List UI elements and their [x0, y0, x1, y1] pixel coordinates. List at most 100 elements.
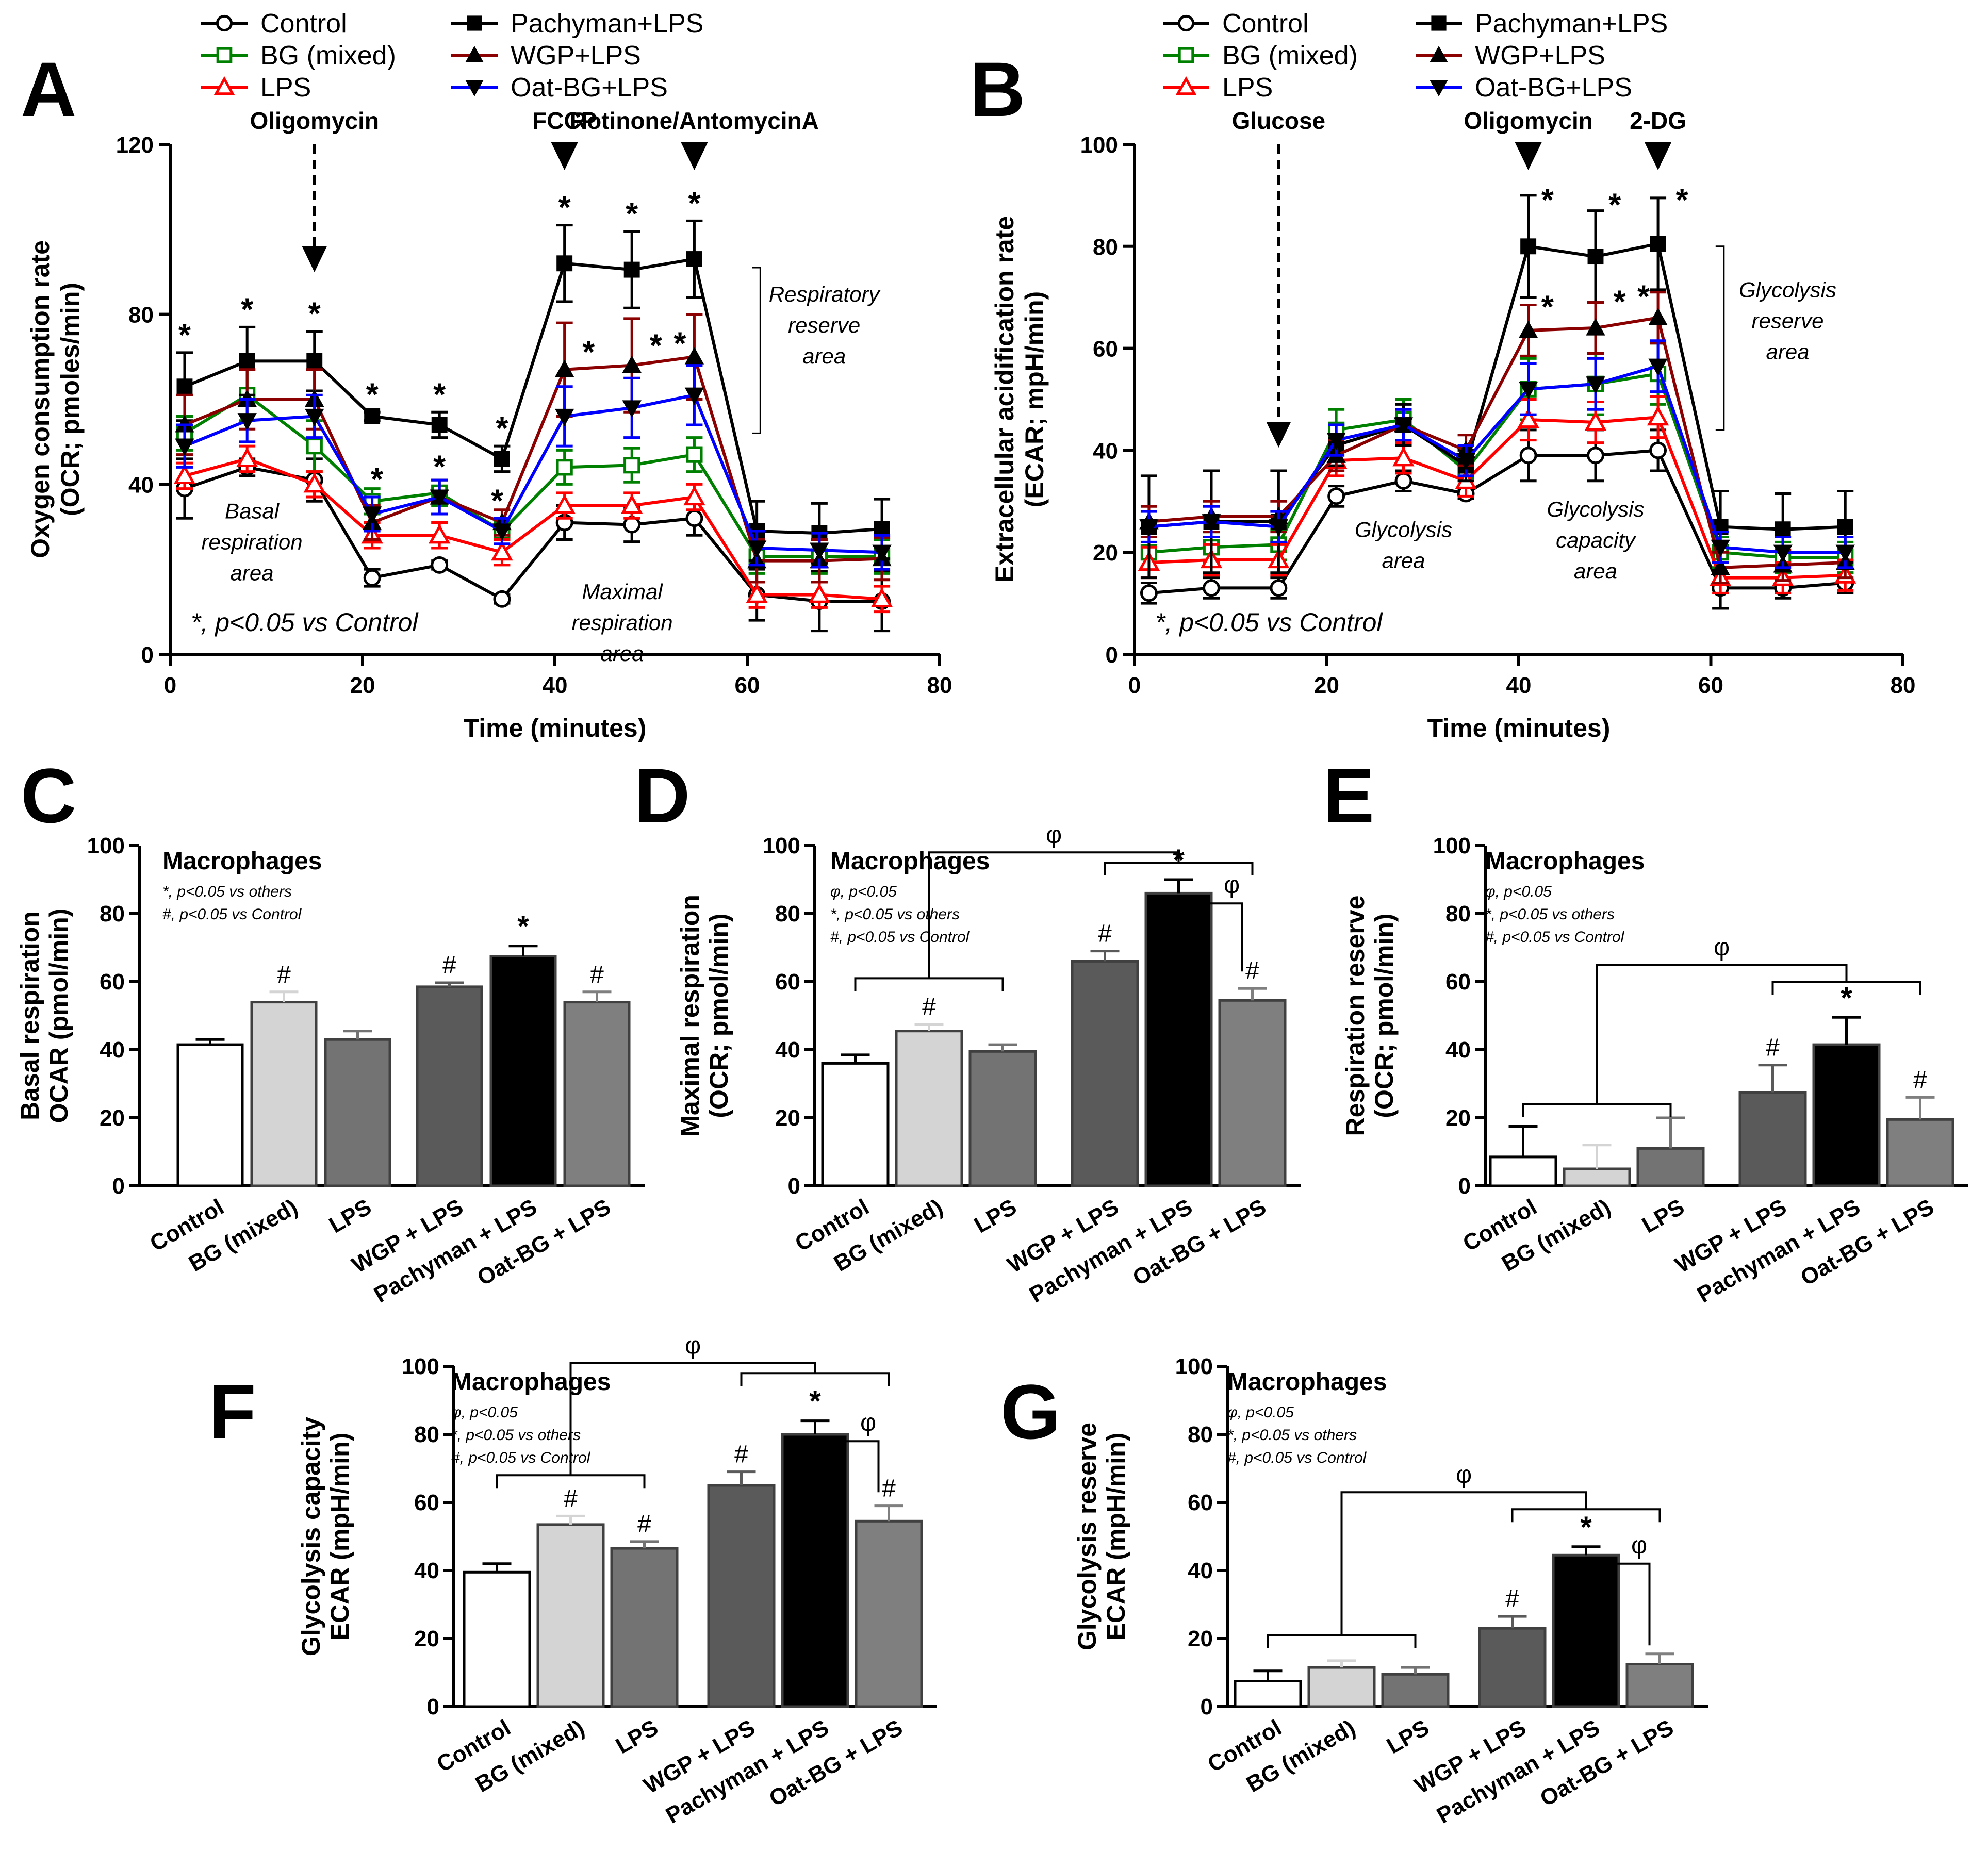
legend-label-wgp-lps: WGP+LPS	[1475, 41, 1605, 71]
sig-star-top-0: *	[1541, 183, 1554, 218]
bar-wgp-lps	[1071, 960, 1139, 1187]
y-tick-label-60: 60	[1445, 969, 1471, 995]
injection-label-oligomycin: Oligomycin	[1464, 107, 1592, 134]
bar-wgp-lps	[1478, 1627, 1547, 1708]
series-line-oat-bg-lps	[1148, 364, 1846, 554]
legend-marker-wgp-lps	[465, 45, 484, 62]
y-tick-label-100: 100	[1433, 833, 1471, 858]
footnote: *, p<0.05 vs Control	[1155, 608, 1383, 637]
legend-marker-lps	[213, 76, 235, 95]
data-point-wgp-lps-7	[1586, 318, 1605, 336]
bar-bg-mixed	[1563, 1167, 1631, 1187]
y-tick-label-20: 20	[1188, 1626, 1213, 1651]
annotation-0-line-2: area	[230, 560, 273, 585]
y-tick-label-60: 60	[775, 969, 800, 995]
y-axis-label-line-2: (OCR; pmoles/min)	[56, 283, 85, 516]
legend-marker-oat-bg-lps	[465, 80, 484, 97]
panel-a-letter: A	[21, 46, 76, 133]
data-point-lps-5	[491, 541, 513, 561]
bar-lps	[324, 1038, 391, 1187]
bar-control	[176, 1043, 244, 1187]
annotation-1-line-2: area	[601, 641, 644, 666]
data-point-lps-7	[1584, 410, 1607, 431]
data-point-pachyman-lps-6	[556, 255, 573, 272]
chart-title: Macrophages	[451, 1368, 611, 1396]
data-point-oat-bg-lps-10	[810, 542, 829, 560]
sig-mark-wgp-lps: #	[734, 1441, 748, 1468]
injection-label-glucose: Glucose	[1232, 107, 1326, 134]
data-point-control-3	[1327, 487, 1345, 505]
bracket-label-1: φ	[1631, 1532, 1647, 1559]
x-tick-label-0: 0	[1128, 673, 1141, 698]
data-point-bg-mixed-6	[556, 459, 573, 476]
y-axis-label-line-2: ECAR (mpH/min)	[325, 1433, 354, 1641]
legend-marker-oat-bg-lps	[1430, 80, 1448, 97]
sig-mark-pachyman-lps: *	[1841, 981, 1852, 1015]
data-point-control-0	[1140, 584, 1158, 602]
series-line-wgp-lps	[1148, 316, 1846, 569]
data-point-oat-bg-lps-9	[1711, 539, 1730, 557]
y-axis-label-line-2: ECAR (mpH/min)	[1102, 1433, 1130, 1641]
sig-mark-bg-mixed: #	[277, 961, 291, 988]
bar-control	[1489, 1155, 1557, 1187]
legend-label-oat-bg-lps: Oat-BG+LPS	[511, 73, 668, 103]
y-tick-label-40: 40	[414, 1558, 439, 1583]
series-line-bg-mixed	[184, 393, 882, 558]
data-point-control-3	[363, 569, 381, 587]
annotation-2-line-0: Respiratory	[769, 282, 881, 306]
bar-bg-mixed	[895, 1030, 963, 1187]
x-tick-label-80: 80	[1891, 673, 1916, 698]
data-point-pachyman-lps-2	[306, 353, 323, 369]
bar-oat-bg-lps	[1886, 1118, 1954, 1187]
x-axis-label: Time (minutes)	[464, 714, 647, 742]
y-tick-label-0: 0	[141, 642, 154, 668]
annotation-2-line-0: Glycolysis	[1739, 278, 1836, 302]
bar-oat-bg-lps	[1625, 1663, 1694, 1708]
sig-mark-oat-bg-lps: #	[590, 961, 604, 988]
legend-note-1: φ, p<0.05	[830, 883, 897, 900]
bracket-label-1: φ	[860, 1409, 876, 1436]
x-axis-label: Time (minutes)	[1427, 714, 1611, 742]
injection-label-2-dg: 2-DG	[1630, 107, 1686, 134]
y-tick-label-80: 80	[1093, 235, 1118, 260]
data-point-oat-bg-lps-4	[1393, 417, 1414, 435]
y-axis-label-line-2: (ECAR; mpH/min)	[1020, 291, 1049, 507]
annotation-2-line-2: area	[1766, 340, 1809, 364]
x-tick-label-20: 20	[1314, 673, 1339, 698]
injection-label-fccp: FCCP	[532, 107, 597, 134]
bar-pachyman-lps	[781, 1433, 849, 1708]
legend-note-2: *, p<0.05 vs others	[1485, 906, 1615, 923]
x-tick-label-40: 40	[1506, 673, 1532, 698]
series-line-pachyman-lps	[184, 257, 882, 535]
data-point-lps-8	[1647, 405, 1669, 426]
legend-marker-bg-mixed	[1178, 47, 1194, 63]
legend-note-3: #, p<0.05 vs Control	[1485, 929, 1625, 946]
y-tick-label-20: 20	[775, 1105, 800, 1131]
x-label-lps: LPS	[612, 1715, 663, 1759]
legend-marker-bg-mixed	[216, 47, 233, 63]
injection-marker-2-dg	[1645, 142, 1672, 170]
y-tick-label-0: 0	[788, 1173, 800, 1199]
bar-control	[1234, 1680, 1302, 1708]
y-tick-label-100: 100	[1080, 133, 1118, 158]
legend-marker-lps	[1175, 76, 1197, 95]
data-point-pachyman-lps-3	[364, 408, 381, 424]
data-point-pachyman-lps-6	[1520, 238, 1537, 255]
data-point-control-6	[1519, 447, 1537, 465]
legend-note-2: *, p<0.05 vs others	[1227, 1427, 1357, 1444]
data-point-pachyman-lps-7	[623, 261, 640, 278]
sig-star-mid-0: *	[1541, 289, 1554, 325]
y-tick-label-80: 80	[775, 901, 800, 927]
y-tick-label-0: 0	[112, 1173, 125, 1199]
legend-label-wgp-lps: WGP+LPS	[511, 41, 641, 71]
panel-d: D 0 20 40 60 80 100 Maximal respiration (OCR; pm…	[634, 752, 1301, 1308]
data-point-oat-bg-lps-2	[1269, 519, 1289, 537]
y-tick-label-60: 60	[1093, 337, 1118, 362]
series-line-control	[1148, 449, 1846, 595]
sig-star-top-2: *	[308, 296, 321, 332]
sig-mark-wgp-lps: #	[1098, 920, 1112, 948]
y-tick-label-40: 40	[128, 472, 154, 498]
data-point-wgp-lps-8	[684, 347, 704, 365]
bracket-label-0: φ	[1046, 821, 1062, 849]
